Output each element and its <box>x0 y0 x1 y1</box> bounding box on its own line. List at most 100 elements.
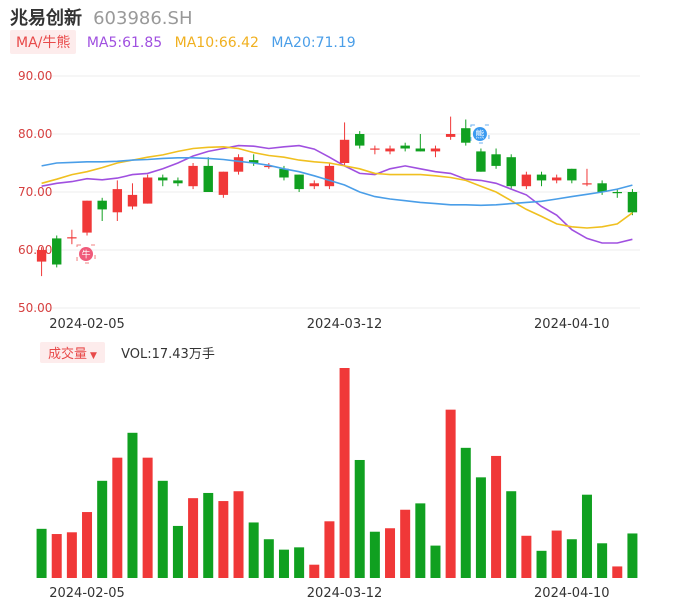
volume-bar <box>581 494 592 578</box>
candle <box>324 163 335 190</box>
ma-legend: MA/牛熊 MA5:61.85 MA10:66.42 MA20:71.19 <box>10 30 356 54</box>
ma10-value: MA10:66.42 <box>174 35 259 51</box>
candle-body <box>536 174 547 181</box>
volume-bar <box>233 491 244 578</box>
candle-body <box>279 168 289 178</box>
volume-bar <box>536 550 547 578</box>
volume-bar <box>172 525 183 578</box>
candle-body <box>612 192 622 194</box>
stock-code: 603986.SH <box>93 8 193 29</box>
candle <box>203 157 213 192</box>
volume-bar <box>339 368 350 578</box>
signal-markers: 牛熊 <box>76 124 490 264</box>
ma5-line <box>41 144 633 244</box>
volume-bar <box>82 512 93 578</box>
candle-body <box>491 154 501 166</box>
candle-body <box>430 148 441 152</box>
volume-bar <box>294 547 305 578</box>
candle <box>188 163 198 190</box>
price-y-axis: 90.00 80.00 70.00 60.00 50.00 <box>18 69 52 315</box>
bear-signal-frame <box>470 124 490 144</box>
volume-bar <box>188 498 199 578</box>
x-tick-label: 2024-04-10 <box>534 317 610 332</box>
bull-signal-dot <box>79 247 94 262</box>
y-tick-label: 60.00 <box>18 243 52 257</box>
volume-bar <box>415 503 426 578</box>
volume-x-axis: 2024-02-05 2024-03-12 2024-04-10 <box>49 586 609 601</box>
volume-series <box>36 368 638 578</box>
candle <box>536 171 547 187</box>
candle <box>506 154 516 190</box>
candle-body <box>370 148 380 150</box>
bull-signal-frame <box>76 244 96 264</box>
volume-bar <box>97 480 108 578</box>
price-x-axis: 2024-02-05 2024-03-12 2024-04-10 <box>49 317 609 332</box>
candle <box>112 180 123 221</box>
y-tick-label: 70.00 <box>18 185 52 199</box>
price-grid <box>34 75 640 309</box>
candle <box>218 171 229 198</box>
candle-body <box>173 180 183 184</box>
bull-signal-icon: 牛 <box>76 244 96 264</box>
candle-body <box>142 177 153 204</box>
candle-body <box>203 165 213 192</box>
volume-bar <box>400 509 411 578</box>
moving-average-lines <box>41 144 633 244</box>
candle-body <box>445 134 456 137</box>
volume-bar <box>263 539 274 578</box>
volume-bar <box>460 447 471 578</box>
volume-value: VOL:17.43万手 <box>121 347 215 362</box>
candle <box>82 200 92 236</box>
ma-indicator-button[interactable]: MA/牛熊 <box>10 30 77 54</box>
candle <box>355 131 365 149</box>
candle <box>248 154 259 166</box>
x-tick-label: 2024-03-12 <box>307 317 383 332</box>
candle-body <box>264 165 274 168</box>
candle <box>294 174 304 192</box>
volume-bar <box>203 492 214 578</box>
caret-down-icon: ▼ <box>90 351 97 361</box>
candle <box>415 134 426 152</box>
candle <box>127 183 138 210</box>
y-tick-label: 50.00 <box>18 301 52 315</box>
candle <box>370 145 380 155</box>
candle <box>36 247 47 277</box>
stock-title: 兆易创新 603986.SH <box>10 4 193 29</box>
candle <box>491 148 501 169</box>
volume-indicator-label: 成交量 <box>48 347 88 362</box>
x-tick-label: 2024-02-05 <box>49 586 125 601</box>
volume-bar <box>430 545 441 578</box>
volume-bar <box>551 530 562 578</box>
volume-bar <box>491 455 502 578</box>
candle <box>233 154 244 175</box>
candle-body <box>97 200 107 210</box>
candle <box>551 174 562 184</box>
candle-body <box>67 237 77 239</box>
candle-body <box>567 168 577 181</box>
volume-bar <box>521 535 532 578</box>
candle <box>612 189 622 198</box>
volume-bar <box>445 409 456 578</box>
candle-body <box>627 192 638 213</box>
candle-body <box>461 128 471 143</box>
candle <box>142 174 153 204</box>
y-tick-label: 80.00 <box>18 127 52 141</box>
volume-bar <box>157 480 168 578</box>
candle <box>400 142 410 152</box>
candle-body <box>158 177 168 181</box>
candle-body <box>597 183 607 192</box>
candle-body <box>127 194 138 207</box>
volume-bar <box>36 528 47 578</box>
volume-bar <box>278 549 289 578</box>
candle <box>97 197 107 221</box>
candle <box>309 180 319 190</box>
volume-bar <box>566 539 577 578</box>
volume-bar <box>248 522 259 578</box>
volume-bar <box>324 521 335 578</box>
candle <box>476 148 486 172</box>
candle <box>67 229 77 245</box>
ma20-line <box>41 157 633 207</box>
volume-indicator-dropdown[interactable]: 成交量 ▼ <box>40 342 105 363</box>
candle-body <box>112 189 123 213</box>
